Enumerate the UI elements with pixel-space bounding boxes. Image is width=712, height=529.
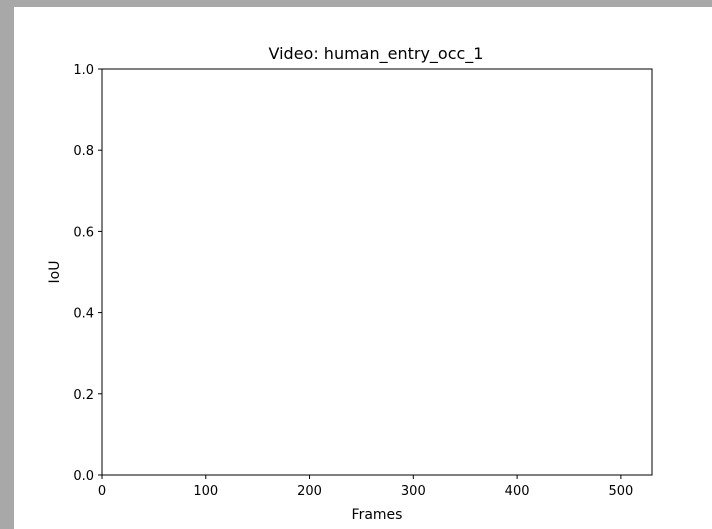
y-tick-label: 0.6 [73,225,94,240]
x-tick-label: 100 [193,484,218,499]
y-tick-label: 0.0 [73,469,94,484]
y-tick-label: 0.8 [73,144,94,159]
y-axis-label: IoU [47,261,63,284]
plot-area [101,68,653,476]
x-tick-label: 0 [98,484,106,499]
y-tick-label: 0.2 [73,388,94,403]
x-tick-label: 400 [505,484,530,499]
x-tick-label: 500 [608,484,633,499]
x-axis-ticks: 0 100 200 300 400 500 [98,475,633,499]
x-tick-label: 300 [401,484,426,499]
chart-title: Video: human_entry_occ_1 [269,44,484,64]
y-tick-label: 1.0 [73,63,94,78]
y-axis-ticks: 0.0 0.2 0.4 0.6 0.8 1.0 [73,63,102,484]
y-tick-label: 0.4 [73,307,94,322]
x-tick-label: 200 [297,484,322,499]
x-axis-label: Frames [352,507,403,523]
